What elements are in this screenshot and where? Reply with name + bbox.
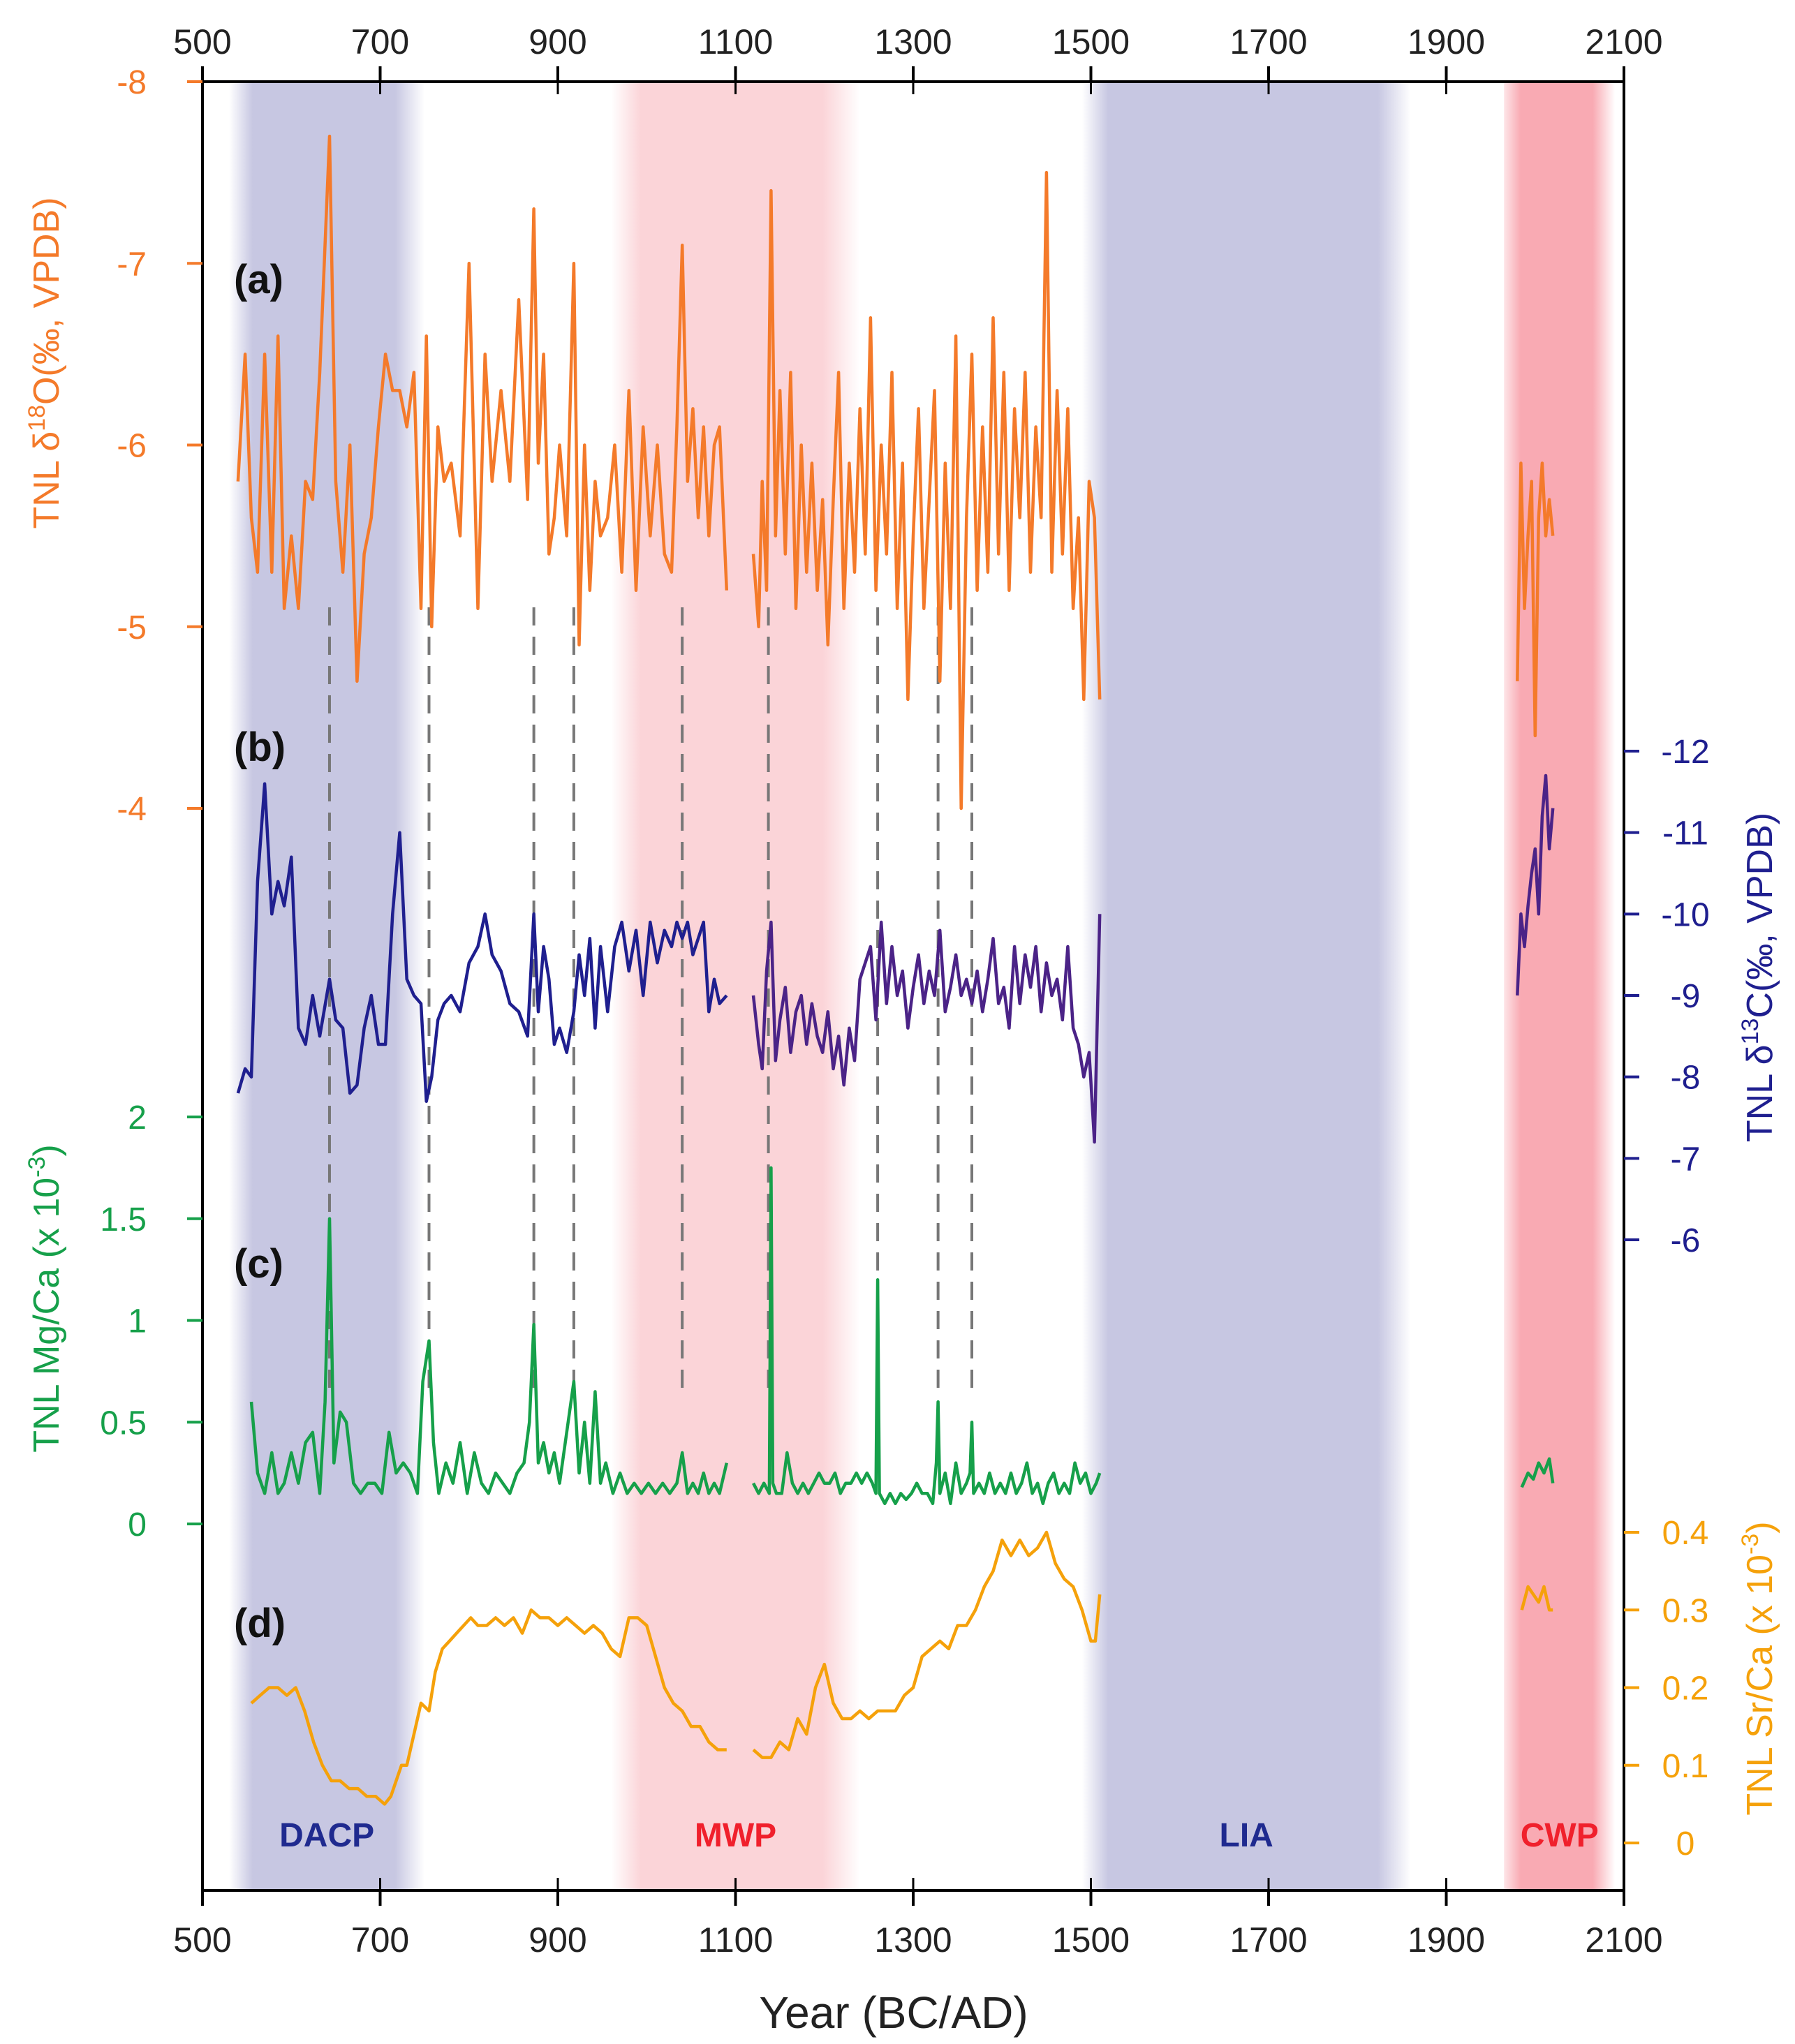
series-b-segment-1 [236, 782, 728, 1103]
x-tick-label-bottom-1700: 1700 [1229, 1920, 1307, 1960]
x-axis-title: Year (BC/AD) [759, 1987, 1028, 2038]
srca-axis-title: TNL Sr/Ca (x 10-3) [1737, 1521, 1780, 1815]
y-tick-label-b-2: -10 [1661, 896, 1709, 933]
panel-label-b: (b) [234, 725, 286, 770]
y-tick-label-d-2: 0.2 [1662, 1671, 1709, 1708]
x-tick-label-top-1500: 1500 [1052, 22, 1130, 61]
x-tick-label-bottom-1500: 1500 [1052, 1920, 1130, 1960]
y-tick-label-a-3: -5 [117, 609, 147, 646]
x-tick-label-top-1100: 1100 [698, 22, 774, 61]
y-tick-label-d-0: 0 [1676, 1825, 1695, 1862]
x-tick-label-bottom-2100: 2100 [1585, 1920, 1662, 1960]
x-tick-label-bottom-1100: 1100 [698, 1920, 774, 1960]
y-tick-label-a-1: -7 [117, 246, 147, 283]
y-tick-label-c-4: 2 [128, 1099, 147, 1136]
y-tick-label-b-5: -7 [1671, 1141, 1701, 1178]
mgca-series [249, 1166, 1555, 1506]
y-tick-label-b-6: -6 [1671, 1222, 1701, 1259]
y-tick-label-d-1: 0.1 [1662, 1748, 1709, 1785]
x-tick-label-top-900: 900 [529, 22, 586, 61]
y-tick-label-b-1: -11 [1662, 815, 1708, 852]
mgca-axis-title: TNL Mg/Ca (x 10-3) [24, 1144, 67, 1453]
x-tick-label-top-2100: 2100 [1585, 22, 1662, 61]
y-tick-label-d-4: 0.4 [1662, 1515, 1709, 1552]
y-tick-label-c-0: 0 [128, 1506, 147, 1543]
x-axis-ticks: 500 500 700 700 900 900 1100 1100 1300 1300 1500 15… [173, 22, 1662, 1960]
y-tick-label-a-4: -4 [117, 791, 147, 828]
band-lia [1081, 83, 1411, 1889]
srca-series [250, 1530, 1553, 1806]
period-label-dacp: DACP [279, 1817, 374, 1854]
y-tick-label-a-2: -6 [117, 428, 147, 465]
y-tick-label-a-0: -8 [117, 64, 147, 101]
y-tick-label-c-2: 1 [128, 1303, 147, 1340]
y-tick-label-b-3: -9 [1671, 978, 1701, 1015]
x-tick-label-top-1700: 1700 [1229, 22, 1307, 61]
y-tick-label-c-1: 0.5 [100, 1405, 147, 1442]
srca-axis: 0 0.1 0.2 0.3 0.4 [1624, 1515, 1708, 1862]
series-c-segment-2 [752, 1166, 1102, 1506]
period-label-lia: LIA [1220, 1817, 1273, 1854]
x-tick-label-bottom-900: 900 [529, 1920, 586, 1960]
y-tick-label-c-3: 1.5 [100, 1201, 147, 1238]
series-c-segment-1 [249, 1217, 728, 1495]
band-cwp [1504, 83, 1616, 1889]
mgca-axis: 0 0.5 1 1.5 2 [100, 1099, 202, 1543]
d18o-series [236, 134, 1555, 810]
x-tick-label-bottom-500: 500 [173, 1920, 231, 1960]
series-d-segment-1 [250, 1608, 727, 1806]
x-tick-label-top-500: 500 [173, 22, 231, 61]
panel-label-d: (d) [234, 1601, 286, 1646]
series-d-segment-3 [1520, 1585, 1553, 1612]
d18o-axis-title: TNL δ18O(‰, VPDB) [24, 197, 67, 528]
d13c-axis: -12 -11 -10 -9 -8 -7 -6 [1624, 734, 1710, 1259]
series-a-segment-3 [1516, 461, 1555, 738]
x-tick-label-top-700: 700 [351, 22, 409, 61]
d13c-series [236, 773, 1555, 1144]
series-b-segment-2 [751, 914, 1102, 1144]
panel-label-a: (a) [234, 257, 283, 302]
x-tick-label-bottom-700: 700 [351, 1920, 409, 1960]
x-tick-label-bottom-1300: 1300 [874, 1920, 952, 1960]
series-a-segment-2 [751, 170, 1102, 810]
period-label-mwp: MWP [695, 1817, 776, 1854]
y-tick-label-b-4: -8 [1671, 1060, 1701, 1097]
d13c-axis-title: TNL δ13C(‰, VPDB) [1737, 813, 1780, 1142]
period-label-cwp: CWP [1521, 1817, 1599, 1854]
series-b-segment-3 [1516, 773, 1555, 996]
d18o-axis: -8 -7 -6 -5 -4 [117, 64, 202, 828]
y-tick-label-b-0: -12 [1661, 734, 1709, 771]
series-a-segment-1 [236, 134, 729, 683]
series-c-segment-3 [1520, 1457, 1555, 1488]
series-d-segment-2 [752, 1530, 1102, 1759]
band-mwp [611, 83, 860, 1889]
x-tick-label-top-1300: 1300 [874, 22, 952, 61]
x-tick-label-bottom-1900: 1900 [1408, 1920, 1485, 1960]
panel-label-c: (c) [234, 1241, 283, 1287]
y-tick-label-d-3: 0.3 [1662, 1592, 1709, 1629]
x-tick-label-top-1900: 1900 [1408, 22, 1485, 61]
